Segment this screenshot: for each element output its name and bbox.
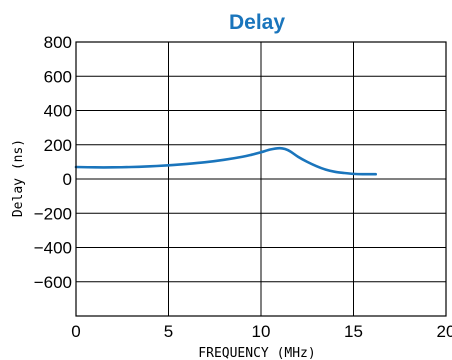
x-tick-label: 0 — [71, 322, 80, 341]
x-tick-label: 15 — [344, 322, 363, 341]
y-tick-label: −600 — [34, 273, 72, 292]
grid-lines — [76, 42, 446, 316]
x-tick-label: 10 — [252, 322, 271, 341]
y-tick-labels: 800 600 400 200 0 −200 −400 −600 — [34, 33, 72, 292]
y-tick-label: 200 — [44, 136, 72, 155]
y-tick-label: 0 — [63, 170, 72, 189]
series-group — [74, 146, 377, 176]
plot-frame — [75, 41, 447, 317]
y-tick-label: 600 — [44, 67, 72, 86]
x-tick-labels: 0 5 10 15 20 — [71, 322, 452, 341]
y-tick-label: −400 — [34, 239, 72, 258]
y-tick-label: −200 — [34, 204, 72, 223]
y-axis-label: Delay (ns) — [11, 139, 26, 217]
series-line-0 — [74, 146, 377, 176]
x-tick-label: 5 — [164, 322, 173, 341]
x-axis-label: FREQUENCY (MHz) — [198, 346, 315, 360]
x-tick-label: 20 — [437, 322, 452, 341]
chart-title: Delay — [229, 11, 285, 34]
y-tick-label: 400 — [44, 102, 72, 121]
y-tick-label: 800 — [44, 33, 72, 52]
